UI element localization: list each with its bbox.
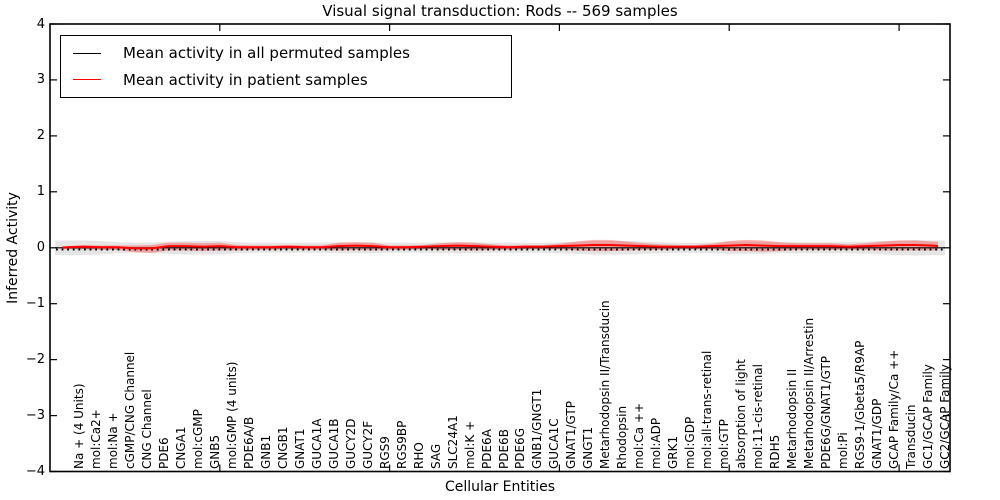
permuted-line-sample-icon: [73, 52, 101, 54]
x-tick-label: mol:11-cis-retinal: [751, 364, 766, 469]
x-tick-label: mol:GDP: [683, 416, 698, 469]
x-tick-label: GUCA1C: [547, 418, 562, 469]
x-tick-label: PDE6A/B: [241, 416, 256, 469]
x-tick-label: RHO: [411, 442, 426, 469]
line-layer: [55, 244, 945, 251]
legend-box: Mean activity in all permuted samples Me…: [60, 35, 512, 98]
x-tick-label: mol:GMP (4 units): [224, 361, 239, 469]
x-tick-label: Rhodopsin: [615, 405, 630, 469]
x-tick-label: Metarhodopsin II: [785, 368, 800, 469]
y-tick-label: −2: [25, 352, 45, 368]
x-tick-label: PDE6G/GNAT1/GTP: [819, 355, 834, 469]
patient-mean-line: [62, 244, 939, 250]
x-tick-label: Metarhodopsin II/Transducin: [598, 300, 613, 469]
x-tick-label: Transducin: [904, 404, 919, 469]
x-tick-label: PDE6B: [496, 429, 511, 469]
x-tick-label: GUCA1B: [326, 418, 341, 469]
y-tick-label: −4: [25, 464, 45, 479]
x-tick-label: mol:cGMP: [190, 409, 205, 469]
x-axis-label: Cellular Entities: [444, 479, 556, 495]
x-tick-label: RGS9: [377, 436, 392, 469]
y-tick-label: −1: [25, 296, 45, 312]
x-tick-label: SLC24A1: [445, 415, 460, 469]
x-tick-label: PDE6G: [513, 428, 528, 469]
y-tick-label: 1: [36, 184, 45, 200]
x-tick-label: RGS9BP: [394, 420, 409, 469]
y-tick-label: −3: [25, 408, 45, 424]
x-tick-label: GUCY2D: [343, 418, 358, 469]
y-tick-label: 2: [36, 128, 45, 144]
legend-label-permuted: Mean activity in all permuted samples: [123, 44, 410, 63]
tick-marks: [50, 23, 950, 473]
x-tick-label: GC2/GCAP Family: [938, 364, 953, 469]
x-tick-label: GCAP Family/Ca ++: [887, 349, 902, 469]
x-tick-label: GRK1: [666, 435, 681, 469]
x-tick-label: GNAT1/GDP: [870, 398, 885, 469]
x-tick-label: PDE6: [156, 437, 171, 469]
legend-entry-permuted: Mean activity in all permuted samples: [73, 41, 511, 65]
legend-entry-patient: Mean activity in patient samples: [73, 68, 511, 92]
x-tick-label: absorption of light: [734, 359, 749, 469]
x-tick-label: CNG Channel: [139, 389, 154, 469]
legend-label-patient: Mean activity in patient samples: [123, 70, 368, 89]
x-tick-label: GUCY2F: [360, 420, 375, 469]
x-tick-label: GNAT1/GTP: [564, 401, 579, 469]
x-tick-label: mol:Ca ++: [632, 402, 647, 469]
x-tick-label: GNAT1: [292, 428, 307, 469]
x-tick-label: mol:Na +: [105, 412, 120, 469]
y-tick-label: 0: [36, 240, 45, 256]
x-tick-label: GC1/GCAP Family: [921, 364, 936, 469]
x-tick-label: GNB5: [207, 434, 222, 469]
patient-line-sample-icon: [73, 79, 101, 81]
y-tick-label: 4: [36, 16, 45, 32]
chart-title: Visual signal transduction: Rods -- 569 …: [322, 2, 678, 20]
x-tick-label: GNGT1: [581, 426, 596, 469]
x-tick-label: mol:ADP: [649, 417, 664, 469]
x-tick-label: mol:Ca2+: [88, 409, 103, 469]
x-tick-label: PDE6A: [479, 429, 494, 469]
x-tick-label: SAG: [428, 443, 443, 469]
x-tick-label: RDH5: [768, 434, 783, 469]
x-tick-label: Na + (4 Units): [71, 383, 86, 469]
x-tick-label: CNGA1: [173, 426, 188, 470]
x-tick-label: CNGB1: [275, 426, 290, 469]
x-tick-label: mol:all-trans-retinal: [700, 350, 715, 469]
x-tick-label: mol:Pi: [836, 432, 851, 469]
x-tick-label: GNB1/GNGT1: [530, 388, 545, 469]
x-tick-label: mol:GTP: [717, 419, 732, 469]
x-tick-label: RGS9-1/Gbeta5/R9AP: [853, 340, 868, 469]
x-tick-label: Metarhodopsin II/Arrestin: [802, 317, 817, 469]
y-tick-label: 3: [36, 72, 45, 88]
x-tick-label: mol:K +: [462, 420, 477, 469]
x-tick-label: GNB1: [258, 434, 273, 469]
x-tick-label: GUCA1A: [309, 418, 324, 469]
x-tick-label: cGMP/CNG Channel: [122, 351, 137, 469]
